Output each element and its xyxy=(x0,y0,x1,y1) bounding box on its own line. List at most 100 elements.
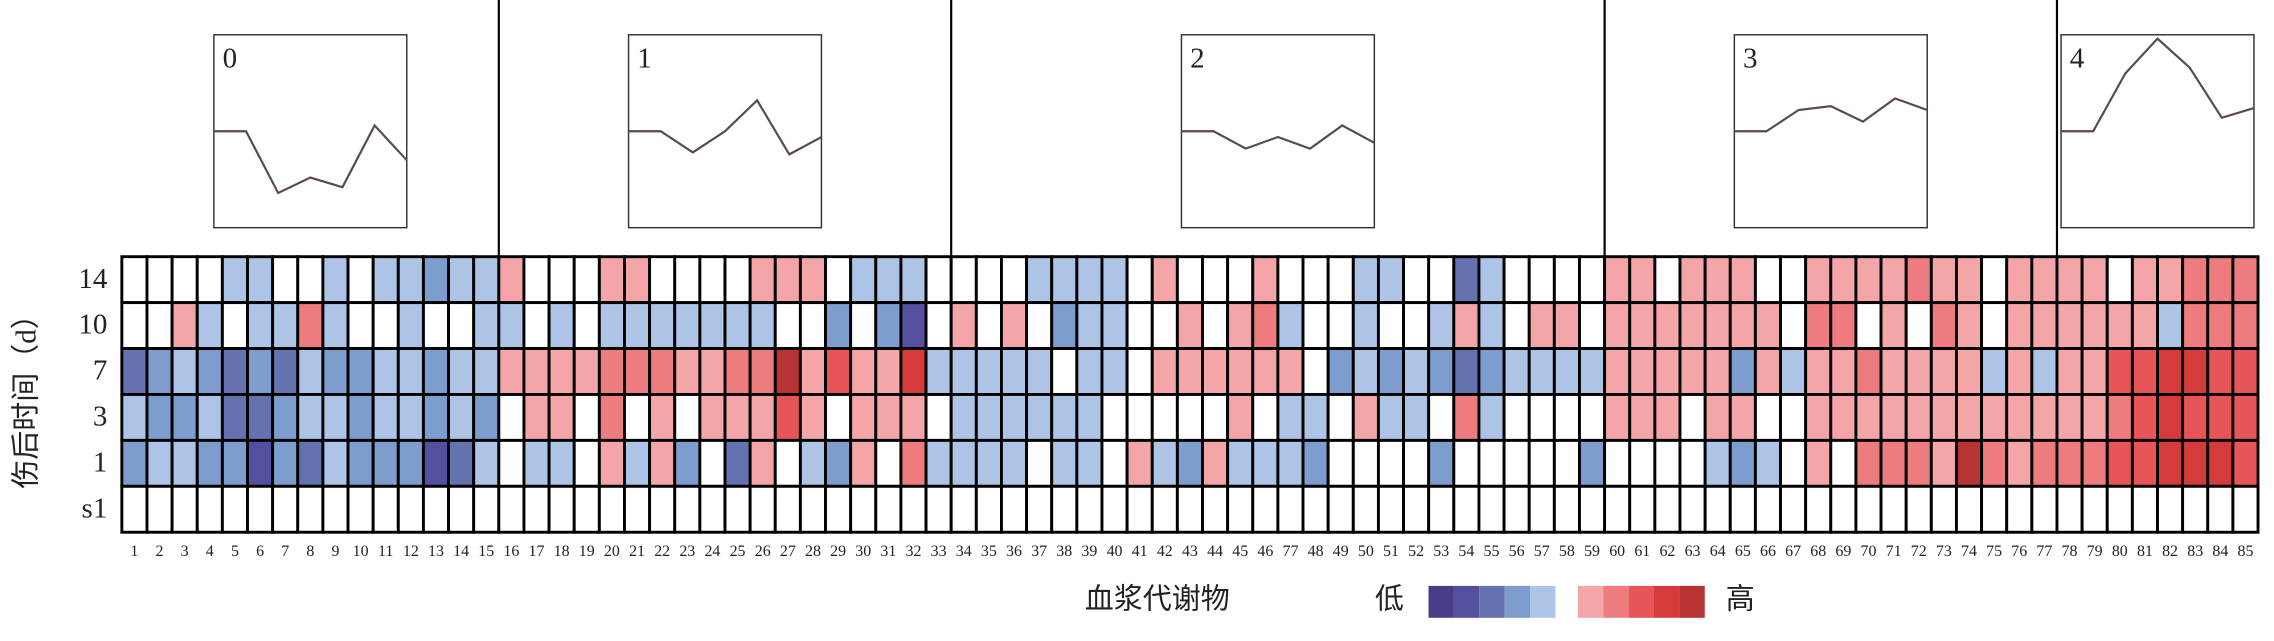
heatmap-cell xyxy=(1351,255,1380,305)
heatmap-cell xyxy=(1779,347,1808,396)
column-label: 34 xyxy=(956,543,972,560)
heatmap-cell xyxy=(1402,484,1431,534)
heatmap-cell xyxy=(1351,301,1380,350)
heatmap-cell xyxy=(296,255,325,305)
heatmap-cell xyxy=(623,484,652,534)
heatmap-cell xyxy=(1854,438,1883,488)
heatmap-cell xyxy=(1904,393,1933,442)
column-label: 59 xyxy=(1584,543,1600,560)
heatmap-cell xyxy=(1150,438,1179,488)
column-label: 69 xyxy=(1835,543,1851,560)
heatmap-cell xyxy=(1728,301,1757,350)
legend-swatch xyxy=(1479,585,1505,618)
heatmap-cell xyxy=(1125,255,1154,305)
column-label: 54 xyxy=(1458,543,1474,560)
heatmap-cell xyxy=(120,255,149,305)
column-label: 73 xyxy=(1936,543,1952,560)
column-label: 72 xyxy=(1911,543,1927,560)
heatmap-cell xyxy=(271,301,300,350)
heatmap-cell xyxy=(522,393,551,442)
profile-line xyxy=(2061,37,2255,133)
heatmap-cell xyxy=(2156,255,2185,305)
heatmap-cell xyxy=(145,255,174,305)
heatmap-cell xyxy=(949,484,978,534)
heatmap-cell xyxy=(2231,393,2260,442)
heatmap-cell xyxy=(974,484,1003,534)
heatmap-cell xyxy=(623,301,652,350)
heatmap-cell xyxy=(145,301,174,350)
heatmap-cell xyxy=(472,301,501,350)
heatmap-cell xyxy=(1226,255,1255,305)
heatmap-cell xyxy=(2231,255,2260,305)
cluster-label: 1 xyxy=(637,43,652,75)
heatmap-cell xyxy=(1954,347,1984,396)
heatmap-cell xyxy=(1100,438,1129,488)
heatmap-cell xyxy=(1653,255,1682,305)
heatmap-cell xyxy=(1452,484,1481,534)
heatmap-cell xyxy=(698,484,727,534)
heatmap-cell xyxy=(1578,347,1607,396)
heatmap-cell xyxy=(547,484,576,534)
heatmap-cell xyxy=(824,438,853,488)
heatmap-cell xyxy=(447,301,476,350)
heatmap-cell xyxy=(271,347,300,396)
heatmap-cell xyxy=(1276,347,1305,396)
column-label: 61 xyxy=(1634,543,1650,560)
heatmap-cell xyxy=(296,484,325,534)
heatmap-cell xyxy=(2055,484,2084,534)
heatmap-cell xyxy=(1578,255,1607,305)
heatmap-cell xyxy=(396,438,425,488)
heatmap-cell xyxy=(773,301,802,350)
cluster-label: 3 xyxy=(1743,43,1758,75)
heatmap-cell xyxy=(2105,347,2134,396)
heatmap-cell xyxy=(421,484,451,534)
column-label: 4 xyxy=(206,543,214,560)
heatmap-cell xyxy=(1075,301,1104,350)
heatmap-cell xyxy=(346,347,375,396)
heatmap-cell xyxy=(2206,393,2235,442)
heatmap-cell xyxy=(999,255,1029,305)
heatmap-cell xyxy=(974,347,1003,396)
heatmap-cell xyxy=(396,484,425,534)
heatmap-cell xyxy=(145,347,174,396)
column-label: 45 xyxy=(1232,543,1248,560)
heatmap-cell xyxy=(1879,255,1908,305)
column-label: 66 xyxy=(1760,543,1776,560)
column-label: 17 xyxy=(529,543,545,560)
heatmap-cell xyxy=(2055,438,2084,488)
heatmap-cell xyxy=(421,255,451,305)
heatmap-cell xyxy=(1980,438,2009,488)
heatmap-cell xyxy=(974,255,1003,305)
column-label: 41 xyxy=(1132,543,1148,560)
heatmap-cell xyxy=(1829,438,1858,488)
heatmap-cell xyxy=(1653,438,1682,488)
heatmap-cell xyxy=(1603,255,1632,305)
column-label: 20 xyxy=(604,543,620,560)
heatmap-cell xyxy=(1276,438,1305,488)
heatmap-cell xyxy=(1477,438,1506,488)
heatmap-cell xyxy=(572,255,601,305)
heatmap-cell xyxy=(1753,393,1782,442)
heatmap-cell xyxy=(1779,301,1808,350)
column-label: 55 xyxy=(1484,543,1500,560)
heatmap-cell xyxy=(1653,347,1682,396)
heatmap-cell xyxy=(723,255,752,305)
heatmap-cell xyxy=(2181,347,2210,396)
heatmap-cell xyxy=(673,347,702,396)
heatmap-cell xyxy=(1552,255,1581,305)
column-label: 24 xyxy=(704,543,720,560)
heatmap-cell xyxy=(547,301,576,350)
heatmap-cell xyxy=(1527,438,1556,488)
heatmap-cell xyxy=(2055,255,2084,305)
column-label: 48 xyxy=(1308,543,1324,560)
heatmap-cell xyxy=(1578,484,1607,534)
heatmap-cell xyxy=(2181,484,2210,534)
legend-swatch xyxy=(1453,585,1480,618)
heatmap-cell xyxy=(1980,301,2009,350)
column-label: 60 xyxy=(1609,543,1625,560)
heatmap-cell xyxy=(2105,484,2134,534)
heatmap-cell xyxy=(1175,393,1204,442)
heatmap-cell xyxy=(1251,255,1280,305)
heatmap-cell xyxy=(648,484,677,534)
heatmap-cell xyxy=(1175,438,1204,488)
